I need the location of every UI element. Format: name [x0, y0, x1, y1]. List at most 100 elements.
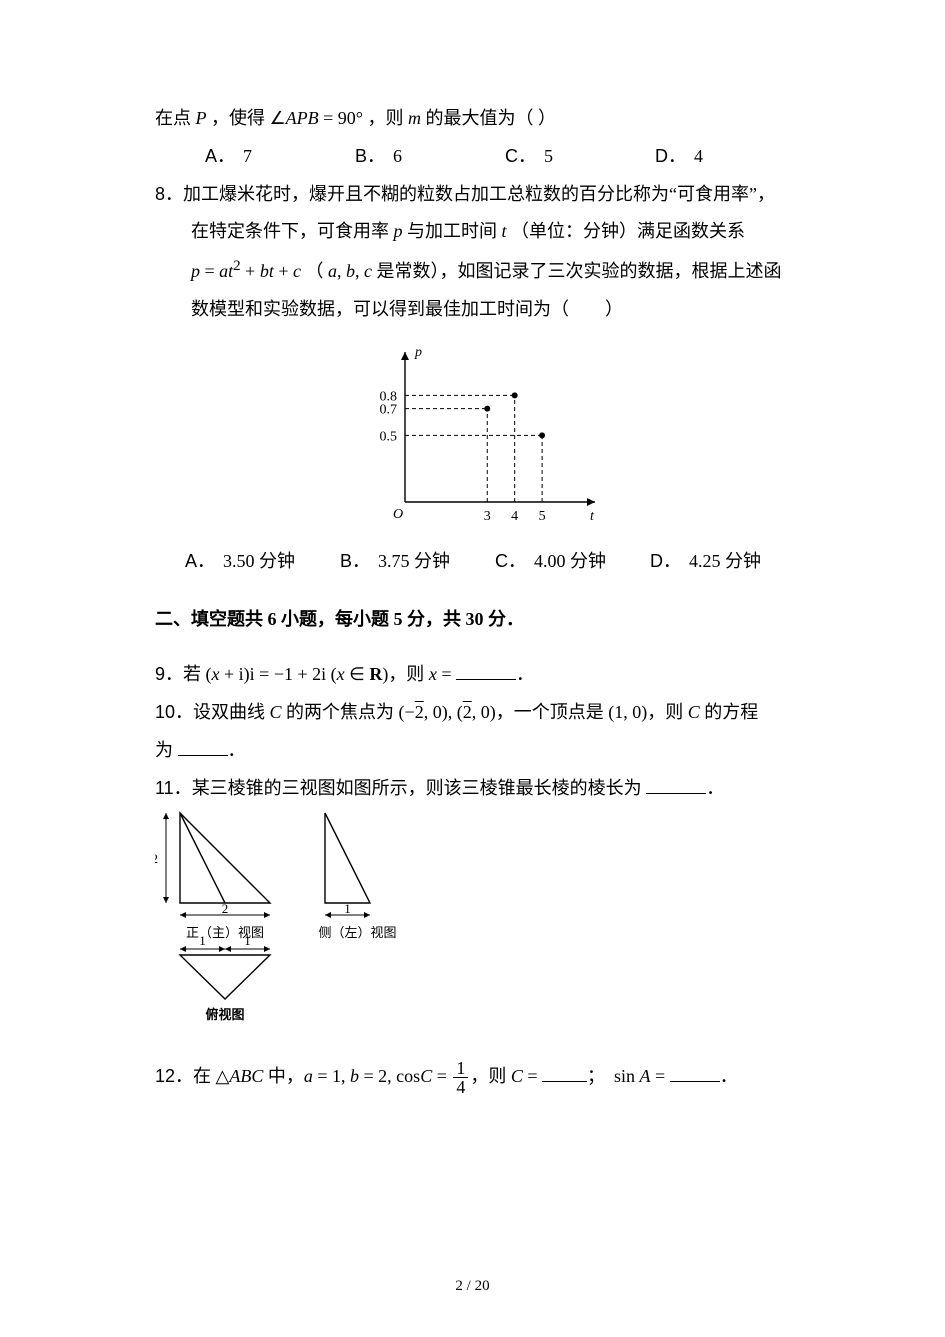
- q8-text: 与加工时间: [403, 221, 502, 241]
- q11-figure: 22正（主）视图1侧（左）视图11俯视图: [155, 808, 805, 1058]
- q11-figure-svg: 22正（主）视图1侧（左）视图11俯视图: [155, 808, 455, 1058]
- q12-text: =: [523, 1066, 542, 1086]
- option-label: D．: [650, 551, 681, 571]
- q10-line1: 10．设双曲线 C 的两个焦点为 (−2, 0), (2, 0)，一个顶点是 (…: [155, 694, 805, 732]
- svg-text:侧（左）视图: 侧（左）视图: [318, 925, 396, 940]
- q8-text: 是常数），如图记录了三次实验的数据，根据上述函: [372, 261, 782, 281]
- option-value: 4.25 分钟: [689, 551, 761, 571]
- q11: 11．某三棱锥的三视图如图所示，则该三棱锥最长棱的棱长为 ．: [155, 770, 805, 808]
- q7-text3: ，则: [363, 108, 408, 128]
- option-label: C．: [495, 551, 526, 571]
- q8-text: （: [306, 261, 329, 281]
- q10-text: 的两个焦点为: [282, 702, 399, 722]
- q12-C: C: [511, 1066, 523, 1086]
- q10-C2: C: [688, 702, 700, 722]
- q8-abc: a, b, c: [328, 261, 372, 281]
- q12-period: ．: [720, 1066, 738, 1086]
- page-number: 2 / 20: [0, 1271, 945, 1303]
- q10-foci: (−2, 0), (2, 0): [399, 702, 496, 722]
- q10-text: 的方程: [700, 702, 759, 722]
- q8-formula: p = at2 + bt + c: [191, 261, 301, 281]
- q12: 12．在 △ABC 中，a = 1, b = 2, cosC = 14，则 C …: [155, 1058, 805, 1096]
- q8-line1: 8．加工爆米花时，爆开且不糊的粒数占加工总粒数的百分比称为“可食用率”，: [155, 176, 805, 214]
- q7-angle: ∠APB = 90°: [270, 108, 364, 128]
- q7-option-B: B． 6: [355, 138, 505, 176]
- svg-text:0.7: 0.7: [380, 402, 398, 417]
- svg-text:0.8: 0.8: [380, 389, 398, 404]
- q8-text: 加工爆米花时，爆开且不糊的粒数占加工总粒数的百分比称为“可食用率”，: [183, 184, 775, 204]
- q8-p: p: [394, 221, 403, 241]
- page-root: 在点 P ，使得 ∠APB = 90° ，则 m 的最大值为（ ） A．7 B．…: [0, 0, 945, 1337]
- q12-text: =: [651, 1066, 670, 1086]
- q10-blank: [178, 737, 228, 756]
- q7-tail: 在点 P ，使得 ∠APB = 90° ，则 m 的最大值为（ ）: [155, 100, 805, 138]
- q8-chart: 0.50.70.8345Otp: [155, 337, 805, 537]
- svg-text:1: 1: [244, 933, 251, 948]
- q12-number: 12．: [155, 1066, 193, 1086]
- frac-num: 1: [453, 1059, 468, 1078]
- svg-text:t: t: [590, 509, 595, 524]
- q9-text: ，则: [388, 664, 429, 684]
- option-label: A．: [185, 551, 215, 571]
- q8-option-C: C． 4.00 分钟: [495, 543, 650, 581]
- svg-text:1: 1: [199, 933, 206, 948]
- q9: 9．若 (x + i)i = −1 + 2i (x ∈ R)，则 x = ．: [155, 656, 805, 694]
- q8-chart-svg: 0.50.70.8345Otp: [350, 337, 610, 537]
- q7-text: 在点: [155, 108, 196, 128]
- q8-options: A． 3.50 分钟 B．3.75 分钟 C． 4.00 分钟 D． 4.25 分钟: [185, 543, 805, 581]
- q10-text: ，一个顶点是: [496, 702, 609, 722]
- q7-option-C: C．5: [505, 138, 655, 176]
- q12-blank2: [670, 1063, 720, 1082]
- q7-option-A: A．7: [205, 138, 355, 176]
- option-value: 3.50 分钟: [223, 551, 295, 571]
- svg-text:p: p: [414, 345, 422, 360]
- q10-vertex: (1, 0): [608, 702, 647, 722]
- q10-number: 10．: [155, 702, 193, 722]
- q11-period: ．: [706, 778, 724, 798]
- q10-text: 为: [155, 740, 178, 760]
- svg-text:1: 1: [344, 901, 351, 916]
- q12-frac: 14: [453, 1059, 468, 1096]
- svg-text:0.5: 0.5: [380, 429, 398, 444]
- q11-text: 某三棱锥的三视图如图所示，则该三棱锥最长棱的棱长为: [192, 778, 647, 798]
- section2-heading: 二、填空题共 6 小题，每小题 5 分，共 30 分．: [155, 601, 805, 639]
- q12-given: a = 1, b = 2, cosC =: [304, 1066, 451, 1086]
- q8-option-B: B．3.75 分钟: [340, 543, 495, 581]
- frac-den: 4: [453, 1078, 468, 1096]
- q8-line4: 数模型和实验数据，可以得到最佳加工时间为（ ）: [155, 291, 805, 329]
- svg-text:2: 2: [222, 901, 229, 916]
- q9-number: 9．: [155, 664, 183, 684]
- svg-text:俯视图: 俯视图: [205, 1007, 244, 1022]
- q8-text: （单位：分钟）满足函数关系: [507, 221, 746, 241]
- option-label: A．: [205, 146, 235, 166]
- svg-text:4: 4: [511, 509, 518, 524]
- q10-period: ．: [228, 740, 246, 760]
- q7-options: A．7 B． 6 C．5 D． 4: [205, 138, 805, 176]
- q8-option-A: A． 3.50 分钟: [185, 543, 340, 581]
- q8-text: 数模型和实验数据，可以得到最佳加工时间为（ ）: [191, 299, 623, 319]
- q10-text: ，则: [647, 702, 688, 722]
- q12-text: 在: [193, 1066, 216, 1086]
- q9-text: 若: [183, 664, 206, 684]
- q12-text: ，则: [470, 1066, 511, 1086]
- q8-line2: 在特定条件下，可食用率 p 与加工时间 t （单位：分钟）满足函数关系: [155, 213, 805, 251]
- q9-blank: [456, 661, 516, 680]
- q7-option-D: D． 4: [655, 138, 805, 176]
- option-label: B．: [355, 146, 385, 166]
- option-value: 6: [393, 146, 402, 166]
- option-label: D．: [655, 146, 686, 166]
- q10-text: 设双曲线: [193, 702, 270, 722]
- q12-sinA: sin A: [614, 1066, 651, 1086]
- q12-blank1: [542, 1063, 587, 1082]
- q11-number: 11．: [155, 778, 192, 798]
- q12-triangle: △ABC: [216, 1066, 264, 1086]
- q9-text: =: [437, 664, 456, 684]
- q10-C: C: [270, 702, 282, 722]
- svg-text:2: 2: [155, 851, 158, 866]
- q9-expr: (x + i)i = −1 + 2i (x ∈ R): [206, 664, 389, 684]
- q7-P: P: [196, 108, 207, 128]
- option-value: 4.00 分钟: [534, 551, 606, 571]
- option-value: 4: [694, 146, 703, 166]
- q11-blank: [646, 775, 706, 794]
- option-value: 5: [544, 146, 553, 166]
